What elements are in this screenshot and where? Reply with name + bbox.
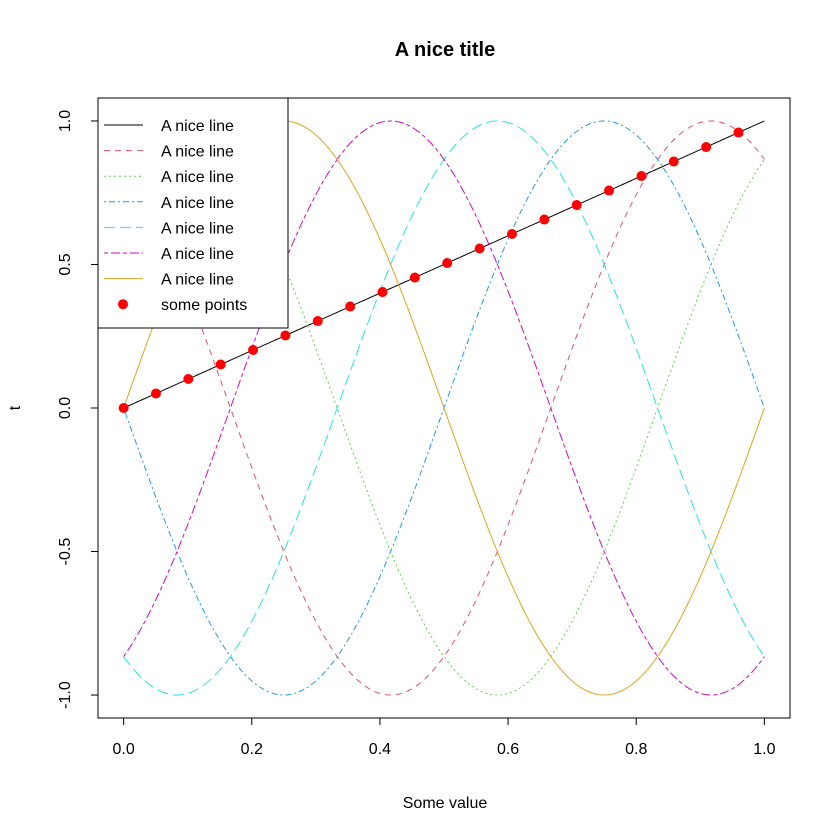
y-axis: -1.0 -0.5 0.0 0.5 1.0 bbox=[57, 110, 99, 709]
x-tick-label: 1.0 bbox=[753, 741, 775, 758]
y-tick-label: -0.5 bbox=[57, 538, 74, 566]
points-layer bbox=[118, 127, 744, 413]
data-point bbox=[118, 403, 129, 413]
x-tick-label: 0.6 bbox=[497, 741, 519, 758]
x-axis: 0.0 0.2 0.4 0.6 0.8 1.0 bbox=[113, 717, 776, 758]
legend-label: A nice line bbox=[161, 169, 234, 186]
data-point bbox=[701, 142, 712, 153]
legend-label: A nice line bbox=[161, 144, 234, 161]
legend-label: A nice line bbox=[161, 272, 234, 289]
data-point bbox=[539, 214, 550, 225]
y-tick-label: 1.0 bbox=[57, 110, 74, 132]
x-tick-label: 0.8 bbox=[625, 741, 647, 758]
data-point bbox=[215, 359, 226, 370]
y-axis-label: t bbox=[7, 405, 24, 410]
legend-label: some points bbox=[161, 297, 247, 314]
legend-box bbox=[97, 97, 289, 329]
data-point bbox=[636, 171, 647, 182]
data-point bbox=[312, 316, 323, 327]
y-tick-label: 0.5 bbox=[57, 253, 74, 275]
data-point bbox=[571, 200, 582, 211]
data-point bbox=[474, 243, 485, 254]
data-point bbox=[183, 374, 194, 385]
data-point bbox=[506, 229, 517, 240]
data-point bbox=[248, 345, 259, 356]
data-point bbox=[409, 272, 420, 283]
legend-swatch bbox=[118, 299, 128, 310]
x-tick-label: 0.0 bbox=[113, 741, 135, 758]
legend: A nice line A nice line A nice line A nice … bbox=[97, 97, 289, 329]
data-point bbox=[280, 330, 291, 341]
data-point bbox=[345, 301, 356, 312]
data-point bbox=[604, 185, 615, 196]
x-tick-label: 0.2 bbox=[241, 741, 263, 758]
x-tick-label: 0.4 bbox=[369, 741, 391, 758]
legend-label: A nice line bbox=[161, 195, 234, 212]
data-point bbox=[150, 388, 161, 399]
legend-label: A nice line bbox=[161, 118, 234, 135]
data-point bbox=[668, 156, 679, 167]
data-point bbox=[442, 258, 453, 269]
legend-label: A nice line bbox=[161, 246, 234, 263]
y-tick-label: -1.0 bbox=[57, 681, 74, 709]
plot-frame bbox=[97, 97, 791, 719]
x-axis-label: Some value bbox=[403, 795, 488, 812]
data-point bbox=[377, 287, 388, 298]
y-tick-label: 0.0 bbox=[57, 397, 74, 419]
data-point bbox=[733, 127, 744, 138]
legend-label: A nice line bbox=[161, 220, 234, 237]
chart-title: A nice title bbox=[395, 39, 495, 61]
series-line-6 bbox=[123, 120, 765, 696]
